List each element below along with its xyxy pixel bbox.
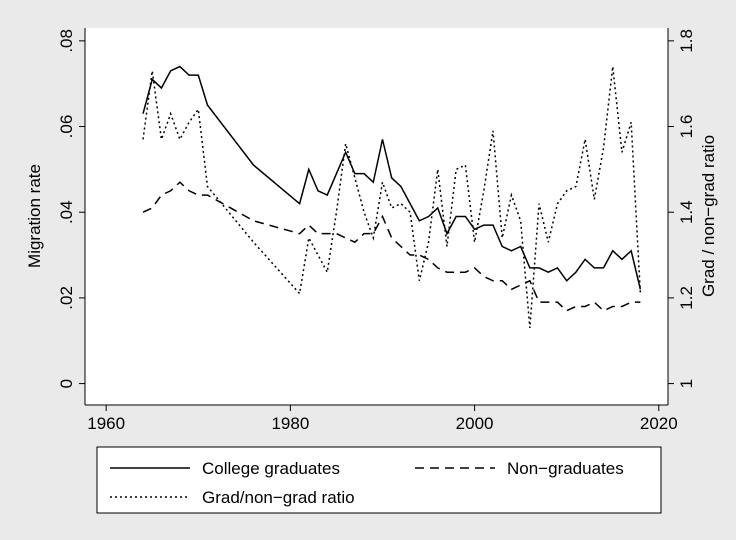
y-tick-label: .06 (57, 115, 76, 139)
plot-area (85, 28, 668, 405)
legend-label: College graduates (202, 459, 340, 478)
x-tick-label: 1960 (87, 414, 125, 433)
y-axis-title: Migration rate (25, 164, 44, 268)
legend-label: Grad/non−grad ratio (202, 488, 355, 507)
series-line (142, 66, 642, 328)
y2-tick-label: 1.6 (677, 115, 696, 139)
y2-axis-title: Grad / non−grad ratio (699, 135, 718, 297)
y-tick-label: .04 (57, 200, 76, 224)
y2-tick-label: 1.4 (677, 200, 696, 224)
y2-tick-label: 1.2 (677, 286, 696, 310)
y2-tick-label: 1 (677, 379, 696, 388)
x-tick-label: 1980 (271, 414, 309, 433)
y-tick-label: .02 (57, 286, 76, 310)
x-tick-label: 2020 (640, 414, 678, 433)
y-tick-label: 0 (57, 379, 76, 388)
y-tick-label: .08 (57, 29, 76, 53)
legend-label: Non−graduates (507, 459, 624, 478)
legend-box (96, 446, 662, 514)
x-tick-label: 2000 (456, 414, 494, 433)
series-line (142, 65, 642, 290)
y2-tick-label: 1.8 (677, 29, 696, 53)
series-line (142, 181, 641, 312)
